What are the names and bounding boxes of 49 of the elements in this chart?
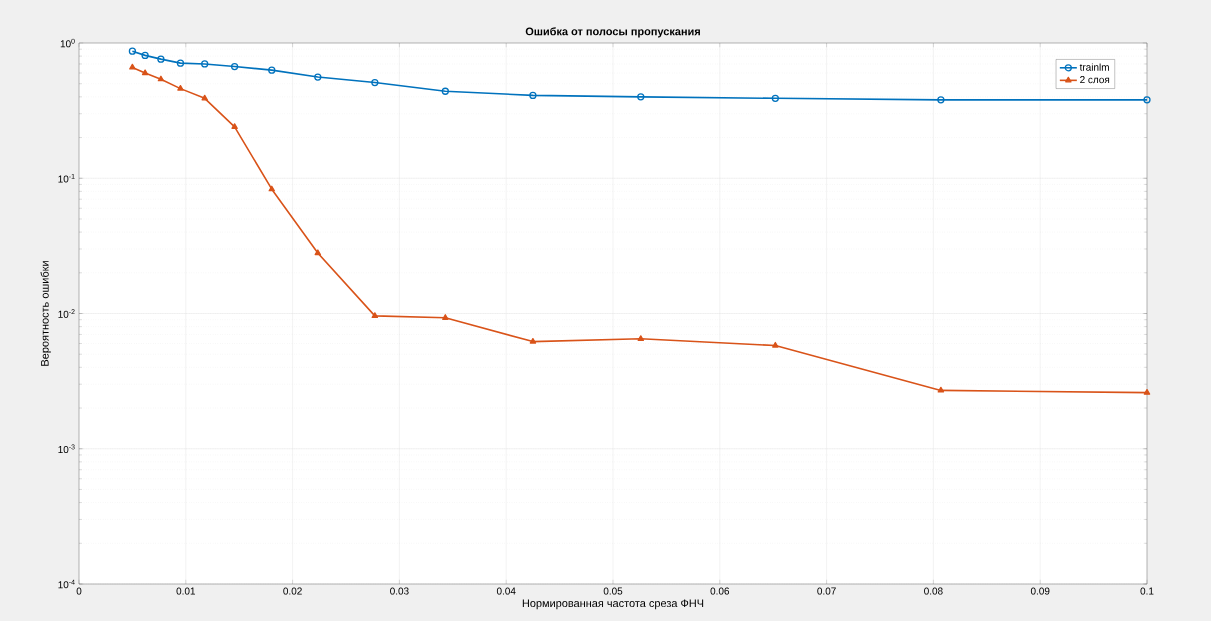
- point: [371, 78, 379, 87]
- point: [314, 249, 322, 256]
- point: [937, 96, 945, 104]
- point: [1143, 388, 1151, 395]
- point: [157, 75, 165, 82]
- point: [314, 73, 322, 81]
- point: [268, 66, 276, 74]
- y-tick-label: 10$^{-1}$: [58, 174, 75, 183]
- point: [141, 51, 149, 60]
- point: [201, 94, 208, 101]
- x-tick-label: 0.06: [710, 587, 730, 595]
- x-tick-label: 0.03: [390, 587, 409, 595]
- y-axis-title: Вероятность ошибки: [40, 261, 51, 366]
- point: [529, 91, 537, 100]
- chart-title: Ошибка от полосы пропускания: [525, 27, 700, 38]
- point: [529, 337, 537, 344]
- point: [268, 185, 276, 192]
- x-axis-title: Нормированная частота среза ФНЧ: [522, 599, 704, 610]
- legend-label: 2 слоя: [1080, 76, 1110, 84]
- legend-label: trainlm: [1079, 63, 1109, 71]
- y-tick-label: 10$^{0}$: [60, 38, 75, 48]
- x-tick-label: 0.05: [603, 587, 623, 595]
- point: [442, 314, 449, 320]
- point: [231, 123, 238, 129]
- y-tick-label: 10$^{-3}$: [58, 444, 75, 454]
- point: [637, 335, 645, 341]
- point: [771, 94, 779, 102]
- y-tick-label: 10$^{-4}$: [58, 579, 75, 589]
- x-tick-label: 0.01: [176, 587, 196, 595]
- point: [637, 93, 645, 101]
- y-tick-label: 10$^{-2}$: [58, 309, 75, 318]
- point: [230, 62, 239, 71]
- point: [371, 312, 379, 319]
- point: [157, 55, 165, 63]
- point: [201, 60, 209, 68]
- point: [177, 84, 184, 91]
- point: [129, 63, 136, 70]
- point: [176, 59, 185, 67]
- point: [937, 386, 945, 393]
- x-tick-label: 0.08: [924, 587, 943, 595]
- x-tick-label: 0.02: [283, 587, 302, 595]
- x-tick-label: 0.1: [1140, 587, 1154, 595]
- x-tick-label: 0.07: [817, 587, 836, 595]
- x-tick-label: 0.09: [1030, 587, 1050, 595]
- x-tick-label: 0.04: [496, 587, 516, 595]
- point: [772, 341, 779, 348]
- point: [141, 69, 149, 76]
- x-tick-label: 0: [76, 587, 82, 595]
- point: [441, 87, 449, 95]
